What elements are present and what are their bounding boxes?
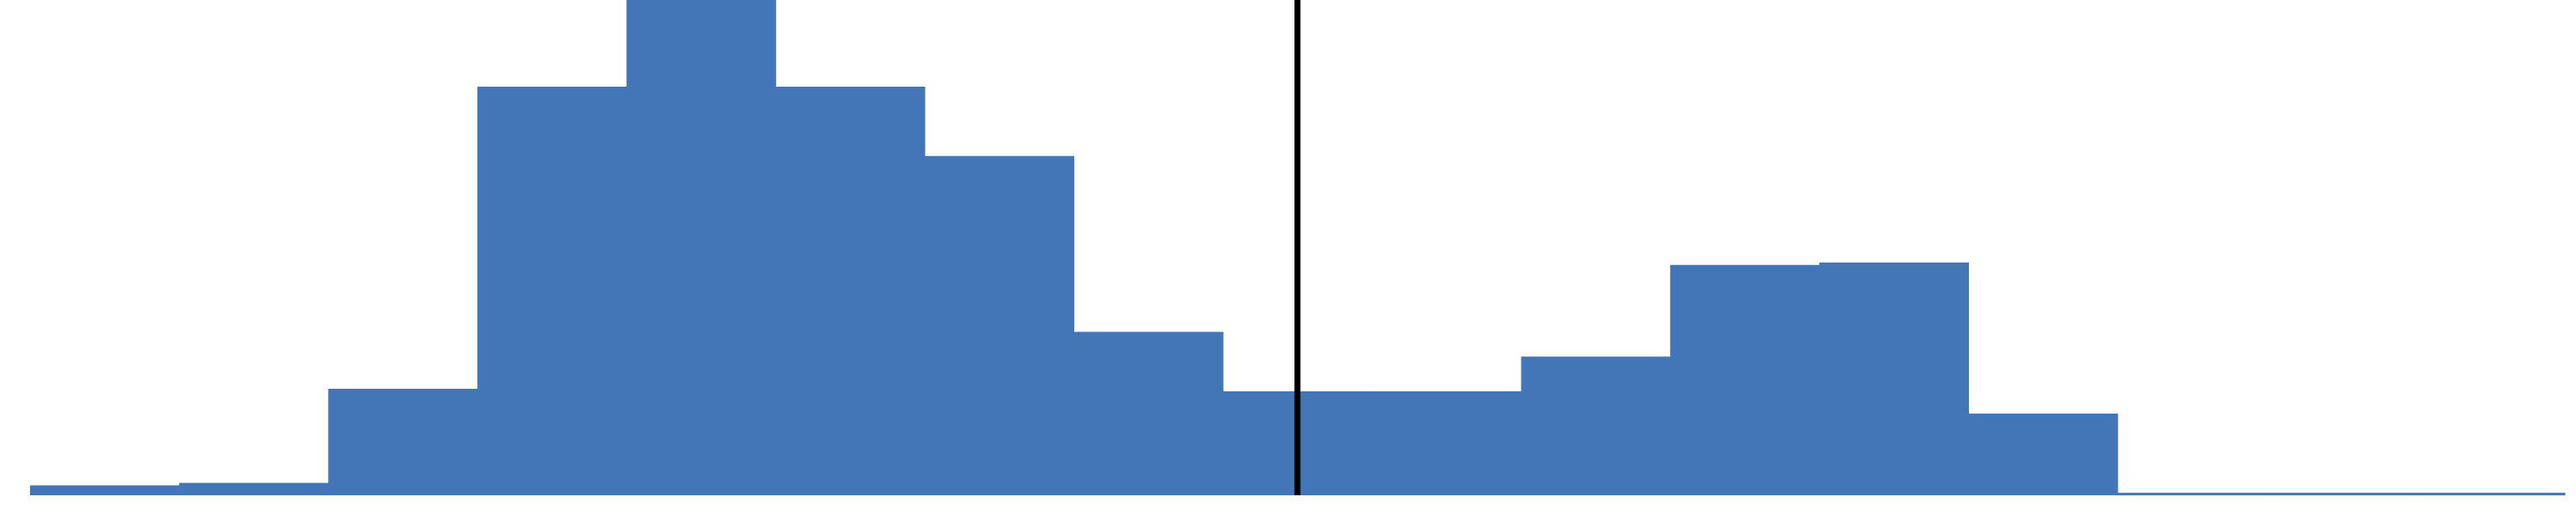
histogram-bar-5 bbox=[626, 0, 776, 495]
histogram-bar-8 bbox=[1073, 331, 1224, 495]
histogram-bar-16 bbox=[2266, 493, 2416, 496]
histogram-bars bbox=[30, 0, 2566, 496]
histogram-bar-14 bbox=[1968, 413, 2118, 495]
histogram-bar-10 bbox=[1371, 391, 1522, 495]
histogram-bar-7 bbox=[924, 155, 1075, 495]
histogram-bar-4 bbox=[477, 86, 628, 495]
histogram-bar-2 bbox=[179, 482, 329, 495]
histogram-bar-6 bbox=[775, 86, 926, 495]
histogram-bar-13 bbox=[1819, 262, 1970, 495]
histogram-bar-15 bbox=[2117, 493, 2268, 496]
histogram-bar-1 bbox=[30, 485, 180, 495]
histogram-bar-3 bbox=[328, 388, 478, 495]
histogram-bar-11 bbox=[1521, 356, 1671, 495]
histogram-bar-12 bbox=[1670, 264, 1820, 495]
histogram-bar-17 bbox=[2415, 493, 2566, 496]
